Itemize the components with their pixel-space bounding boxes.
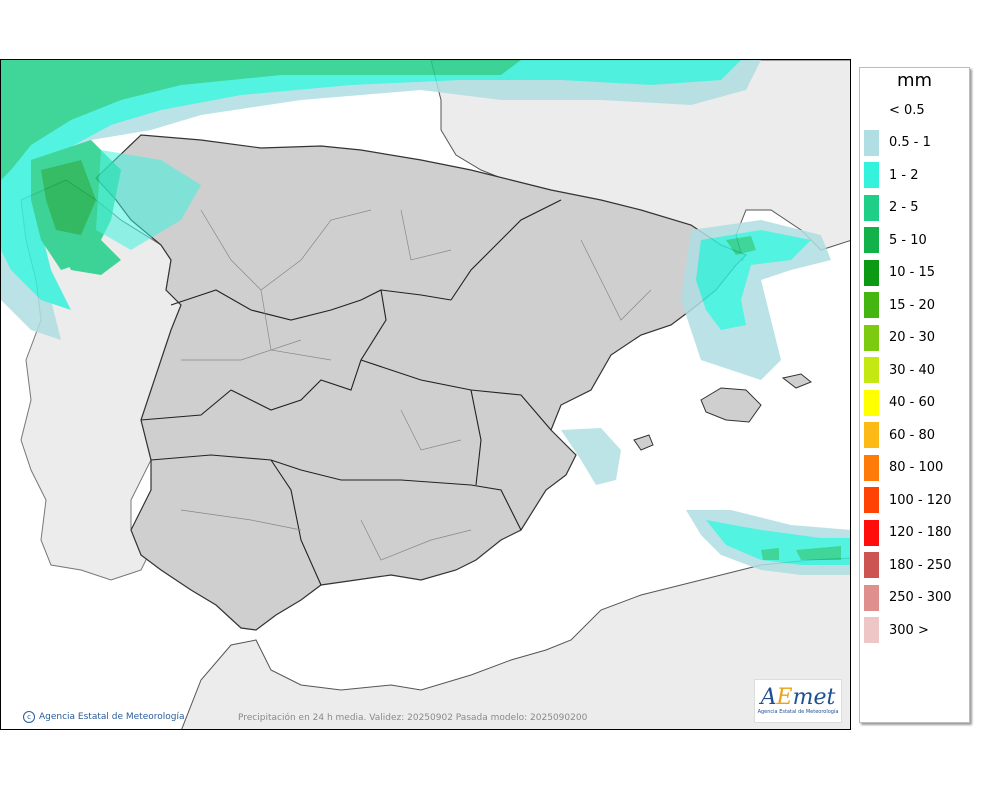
precipitation-map: c Agencia Estatal de Meteorología Precip… — [0, 59, 851, 730]
legend-swatch — [864, 422, 879, 448]
legend-entry: 80 - 100 — [864, 454, 944, 481]
legend-entry: < 0.5 — [864, 97, 925, 123]
map-caption: Precipitación en 24 h media. Validez: 20… — [238, 713, 588, 723]
legend-label: 2 - 5 — [889, 200, 919, 215]
legend-swatch — [864, 454, 879, 481]
legend-label: 100 - 120 — [889, 492, 952, 508]
legend-label: 250 - 300 — [889, 590, 952, 605]
legend-label: < 0.5 — [889, 102, 925, 118]
legend-label: 20 - 30 — [889, 330, 936, 345]
legend-entry: 120 - 180 — [864, 519, 952, 546]
aemet-credit: c Agencia Estatal de Meteorología — [23, 711, 185, 723]
legend-swatch — [864, 129, 879, 156]
legend-swatch — [864, 97, 879, 123]
land-spain — [95, 134, 748, 631]
legend-unit: mm — [896, 70, 933, 91]
map-canvas — [1, 60, 850, 729]
legend-entry: 100 - 120 — [864, 487, 952, 513]
precipitation-legend: mm < 0.5 0.5 - 1 1 - 2 2 - 5 5 - 10 10 - 15 15… — [859, 67, 970, 723]
legend-entry: 5 - 10 — [864, 227, 927, 253]
logo-wordmark: AEmet — [760, 685, 836, 710]
legend-swatch — [864, 194, 879, 221]
legend-swatch — [864, 584, 879, 611]
legend-swatch — [864, 519, 879, 546]
legend-label: 0.5 - 1 — [889, 135, 931, 150]
legend-swatch — [864, 487, 879, 513]
legend-entry: 300 > — [864, 617, 929, 643]
aemet-logo: AEmet Agencia Estatal de Meteorología — [754, 679, 842, 723]
region-borders — [140, 199, 562, 586]
province-borders — [180, 209, 652, 561]
island-menorca — [781, 373, 812, 389]
legend-label: 80 - 100 — [889, 460, 944, 475]
island-mallorca — [700, 387, 762, 423]
legend-swatch — [864, 292, 879, 318]
legend-swatch — [864, 259, 879, 286]
legend-label: 30 - 40 — [889, 362, 936, 378]
legend-entry: 250 - 300 — [864, 584, 952, 611]
legend-entry: 0.5 - 1 — [864, 129, 931, 156]
legend-entry: 180 - 250 — [864, 552, 952, 578]
legend-entry: 40 - 60 — [864, 389, 936, 416]
legend-label: 180 - 250 — [889, 557, 952, 573]
legend-swatch — [864, 227, 879, 253]
legend-entry: 10 - 15 — [864, 259, 936, 286]
legend-swatch — [864, 389, 879, 416]
legend-label: 1 - 2 — [889, 167, 919, 183]
legend-entry: 60 - 80 — [864, 422, 935, 448]
legend-label: 5 - 10 — [889, 232, 927, 248]
legend-swatch — [864, 162, 879, 188]
legend-swatch — [864, 357, 879, 383]
copyright-icon: c — [23, 711, 35, 723]
legend-label: 300 > — [889, 622, 929, 638]
island-ibiza — [633, 434, 654, 451]
legend-swatch — [864, 617, 879, 643]
legend-label: 120 - 180 — [889, 525, 952, 540]
legend-label: 60 - 80 — [889, 427, 936, 443]
precipitation-layer — [1, 60, 850, 575]
legend-swatch — [864, 324, 879, 351]
legend-label: 15 - 20 — [889, 297, 936, 313]
legend-entry: 30 - 40 — [864, 357, 935, 383]
legend-label: 10 - 15 — [889, 265, 936, 280]
legend-entry: 2 - 5 — [864, 194, 919, 221]
legend-entry: 1 - 2 — [864, 162, 919, 188]
legend-label: 40 - 60 — [889, 395, 936, 410]
legend-entry: 15 - 20 — [864, 292, 935, 318]
legend-swatch — [864, 552, 879, 578]
logo-subtitle: Agencia Estatal de Meteorología — [757, 709, 839, 715]
legend-entry: 20 - 30 — [864, 324, 936, 351]
credit-text: Agencia Estatal de Meteorología — [39, 712, 185, 722]
